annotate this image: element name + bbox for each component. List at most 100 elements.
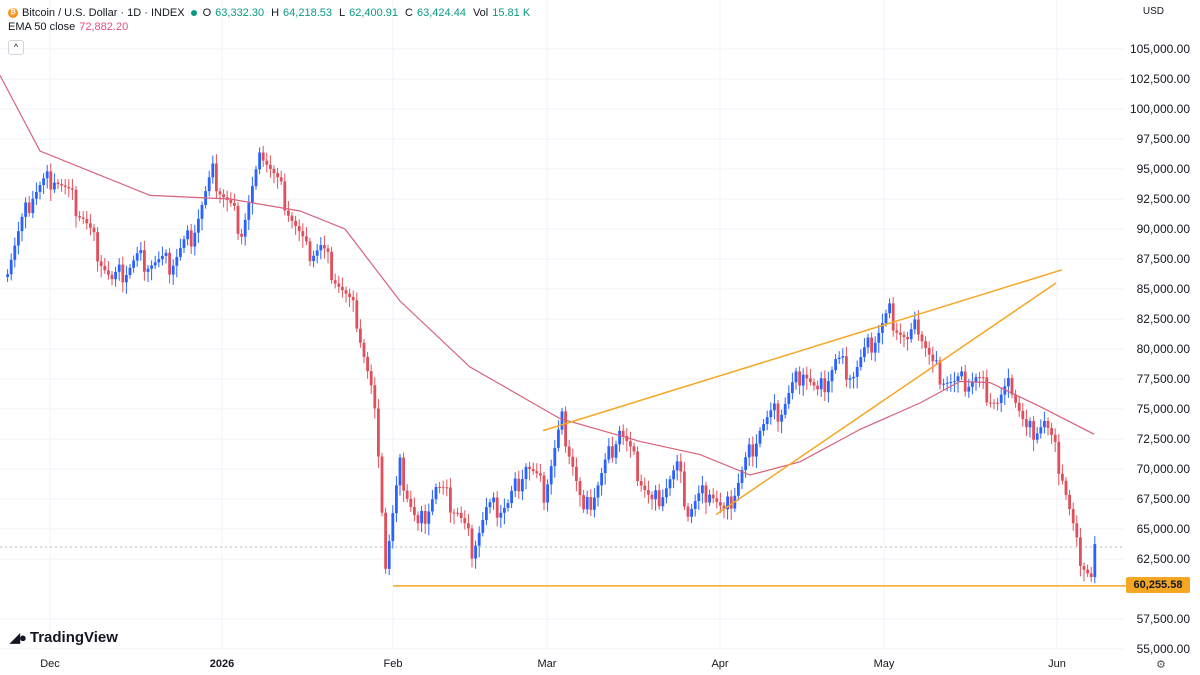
candle-body [103, 265, 107, 271]
price-tick-label: 70,000.00 [1137, 462, 1191, 476]
tradingview-logo[interactable]: ◢● TradingView [10, 629, 118, 646]
candle-body [261, 152, 265, 161]
candle-body [567, 446, 571, 457]
trendlines-layer [393, 269, 1126, 587]
price-axis[interactable]: 105,000.00 102,500.00 100,000.00 97,500.00 9… [1130, 42, 1190, 656]
candle-body [560, 411, 564, 430]
candle-body [679, 461, 683, 472]
candle-body [524, 466, 528, 480]
candle-body [20, 216, 24, 232]
candle-body [384, 512, 387, 569]
candle-body [1032, 421, 1035, 440]
candle-body [877, 332, 881, 343]
candle-body [146, 268, 150, 272]
candle-body [164, 252, 168, 256]
chart-grid [0, 0, 1124, 650]
candle-body [387, 541, 391, 569]
candle-body [949, 382, 953, 383]
candle-body [315, 250, 319, 256]
time-tick-label: Jun [1048, 658, 1066, 670]
candle-body [344, 290, 348, 294]
market-status-icon [190, 10, 197, 16]
candle-body [128, 267, 132, 276]
candle-body [348, 293, 351, 297]
candle-body [110, 274, 114, 280]
candle-body [38, 185, 42, 192]
candle-body [596, 485, 600, 498]
ema-50-line [0, 75, 1095, 476]
candle-body [495, 497, 499, 518]
candle-body [351, 296, 355, 301]
candle-body [967, 386, 971, 392]
candle-body [330, 251, 333, 281]
time-axis[interactable]: Dec 2026 Feb Mar Apr May Jun [40, 658, 1066, 670]
candle-body [247, 203, 251, 220]
candle-body [740, 470, 744, 483]
candle-body [193, 232, 197, 247]
candle-body [63, 185, 67, 187]
candle-body [438, 487, 441, 488]
candle-body [744, 457, 747, 471]
time-tick-label: Dec [40, 658, 60, 670]
candle-body [614, 444, 618, 458]
volume-value: 15.81 K [492, 7, 531, 19]
candle-body [549, 466, 553, 485]
candle-body [236, 205, 240, 234]
low-label: L [338, 7, 346, 19]
currency-label[interactable]: USD [1142, 6, 1164, 17]
low-value: 62,400.91 [349, 7, 399, 19]
settings-icon[interactable]: ⚙ [1156, 659, 1166, 671]
candle-body [312, 255, 315, 262]
candle-body [607, 446, 611, 460]
ema-label[interactable]: EMA 50 close [8, 21, 76, 33]
candle-body [783, 403, 787, 415]
candle-body [78, 216, 81, 218]
candle-body [215, 163, 218, 192]
candle-body [708, 494, 711, 503]
candle-body [161, 255, 164, 260]
candle-body [233, 202, 236, 206]
candle-body [1017, 402, 1021, 411]
candle-body [945, 382, 949, 384]
candle-body [492, 497, 495, 503]
candle-body [474, 545, 477, 559]
candle-body [251, 186, 254, 203]
candle-body [841, 356, 845, 358]
candle-body [485, 507, 488, 520]
candle-body [632, 446, 636, 452]
candle-body [589, 497, 593, 510]
candle-body [1007, 377, 1010, 387]
candle-body [481, 520, 485, 533]
candle-body [107, 270, 110, 275]
candle-body [553, 447, 557, 467]
candle-body [1089, 573, 1093, 577]
candle-body [1039, 427, 1043, 434]
candle-body [1075, 523, 1079, 538]
candle-body [67, 186, 71, 189]
candle-body [488, 502, 492, 508]
candle-body [218, 191, 222, 195]
candle-body [776, 403, 780, 422]
candle-body [647, 490, 650, 495]
chevron-up-icon: ^ [13, 42, 19, 52]
candle-body [643, 485, 647, 491]
high-label: H [271, 7, 280, 19]
candle-body [197, 218, 200, 233]
candle-body [978, 377, 981, 379]
candle-body [539, 473, 542, 476]
candle-body [582, 495, 585, 510]
candle-body [150, 265, 153, 269]
candle-body [445, 487, 449, 489]
symbol-title[interactable]: Bitcoin / U.S. Dollar · 1D · INDEX [22, 7, 185, 19]
candle-body [366, 356, 369, 372]
price-tick-label: 82,500.00 [1137, 312, 1191, 326]
candle-body [1068, 494, 1071, 510]
candle-body [402, 457, 405, 491]
candle-body [737, 482, 740, 496]
collapse-legend-button[interactable]: ^ [8, 40, 24, 55]
bitcoin-icon: ₿ [8, 8, 18, 18]
candle-body [913, 319, 917, 330]
candle-body [175, 256, 179, 266]
price-tick-label: 57,500.00 [1137, 612, 1191, 626]
